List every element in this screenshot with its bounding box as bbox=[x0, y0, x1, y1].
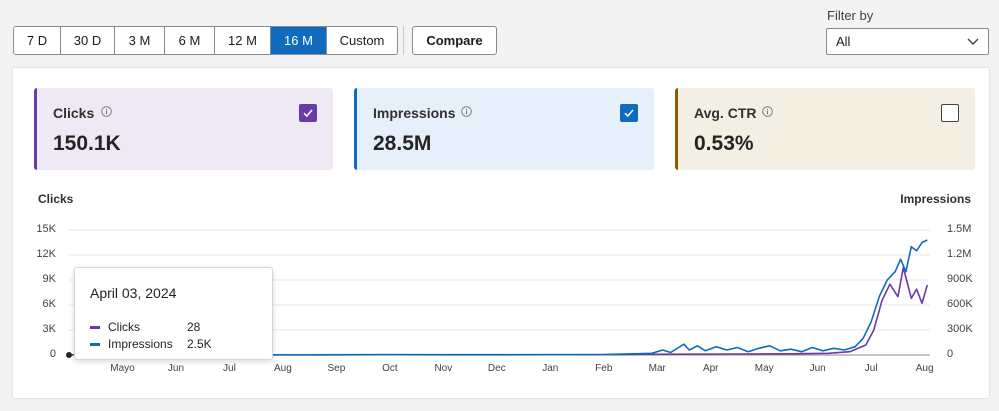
x-tick-label: Sep bbox=[327, 363, 346, 374]
x-tick-label: Aug bbox=[274, 363, 292, 374]
checkmark-icon bbox=[624, 109, 634, 118]
x-tick-label: Jul bbox=[223, 363, 236, 374]
x-tick-label: Apr bbox=[702, 363, 719, 374]
avg-ctr-card-label: Avg. CTR bbox=[694, 105, 757, 121]
clicks-card-label: Clicks bbox=[53, 105, 95, 121]
x-tick-label: May bbox=[754, 363, 774, 374]
y-tick-right: 0 bbox=[947, 348, 954, 360]
impressions-checkbox[interactable] bbox=[620, 104, 638, 122]
hover-marker bbox=[66, 352, 72, 358]
y-tick-left: 9K bbox=[42, 273, 56, 285]
avg-ctr-card-value: 0.53% bbox=[694, 132, 754, 155]
clicks-checkbox[interactable] bbox=[299, 104, 317, 122]
y-tick-right: 300K bbox=[947, 323, 973, 335]
range-button[interactable]: 3 M bbox=[115, 27, 165, 54]
tooltip-value: 28 bbox=[187, 320, 201, 334]
x-tick-label: Mar bbox=[648, 363, 666, 374]
y-tick-right: 1.2M bbox=[947, 248, 972, 260]
x-tick-label: Oct bbox=[382, 363, 398, 374]
legend-swatch-impressions bbox=[90, 342, 100, 346]
chevron-down-icon bbox=[967, 38, 979, 45]
x-tick-label: Jan bbox=[542, 363, 559, 374]
range-button[interactable]: 6 M bbox=[165, 27, 215, 54]
y-tick-left: 3K bbox=[42, 323, 56, 335]
filter-selected-value: All bbox=[836, 34, 851, 49]
avg-ctr-checkbox[interactable] bbox=[941, 104, 959, 122]
clicks-card-value: 150.1K bbox=[53, 132, 121, 155]
tooltip-label: Clicks bbox=[108, 320, 140, 334]
left-axis-title: Clicks bbox=[38, 192, 74, 206]
range-button[interactable]: 12 M bbox=[215, 27, 271, 54]
range-button[interactable]: 16 M bbox=[271, 27, 327, 54]
x-tick-label: Feb bbox=[595, 363, 613, 374]
toolbar-divider bbox=[403, 26, 404, 55]
impressions-card[interactable]: Impressions 28.5M bbox=[354, 88, 654, 170]
y-tick-right: 900K bbox=[947, 273, 973, 285]
filter-label: Filter by bbox=[827, 8, 874, 23]
avg-ctr-card[interactable]: Avg. CTR 0.53% bbox=[675, 88, 975, 170]
x-tick-label: Nov bbox=[434, 363, 453, 374]
x-tick-label: Dec bbox=[487, 363, 506, 374]
impressions-card-value: 28.5M bbox=[373, 132, 432, 155]
y-tick-left: 0 bbox=[49, 348, 56, 360]
y-tick-left: 6K bbox=[42, 298, 56, 310]
y-tick-left: 15K bbox=[36, 223, 56, 235]
compare-button[interactable]: Compare bbox=[412, 26, 497, 55]
series-line-impressions bbox=[69, 239, 928, 356]
x-tick-label: Jun bbox=[167, 363, 185, 374]
y-tick-left: 12K bbox=[36, 248, 56, 260]
y-tick-right: 600K bbox=[947, 298, 973, 310]
checkmark-icon bbox=[303, 109, 313, 118]
x-tick-label: Aug bbox=[915, 363, 934, 374]
info-icon[interactable] bbox=[461, 106, 472, 117]
x-tick-label: Jul bbox=[864, 363, 878, 374]
info-icon[interactable] bbox=[762, 106, 773, 117]
range-button[interactable]: 30 D bbox=[61, 27, 115, 54]
impressions-card-label: Impressions bbox=[373, 105, 456, 121]
range-button[interactable]: Custom bbox=[327, 27, 397, 54]
y-tick-right: 1.5M bbox=[947, 223, 972, 235]
clicks-card[interactable]: Clicks 150.1K bbox=[34, 88, 333, 170]
info-icon[interactable] bbox=[101, 106, 112, 117]
tooltip-label: Impressions bbox=[108, 337, 173, 351]
x-tick-label: Mayo bbox=[110, 363, 135, 374]
tooltip-row-clicks: Clicks bbox=[90, 320, 140, 334]
filter-select[interactable]: All bbox=[826, 28, 989, 55]
tooltip-value: 2.5K bbox=[187, 337, 212, 351]
tooltip-row-impressions: Impressions bbox=[90, 337, 173, 351]
legend-swatch-clicks bbox=[90, 325, 100, 329]
x-tick-label: Jun bbox=[809, 363, 826, 374]
range-button[interactable]: 7 D bbox=[14, 27, 61, 54]
right-axis-title: Impressions bbox=[900, 192, 971, 206]
chart-tooltip: April 03, 2024 Clicks 28 Impressions 2.5… bbox=[74, 267, 273, 360]
tooltip-date: April 03, 2024 bbox=[90, 285, 177, 301]
